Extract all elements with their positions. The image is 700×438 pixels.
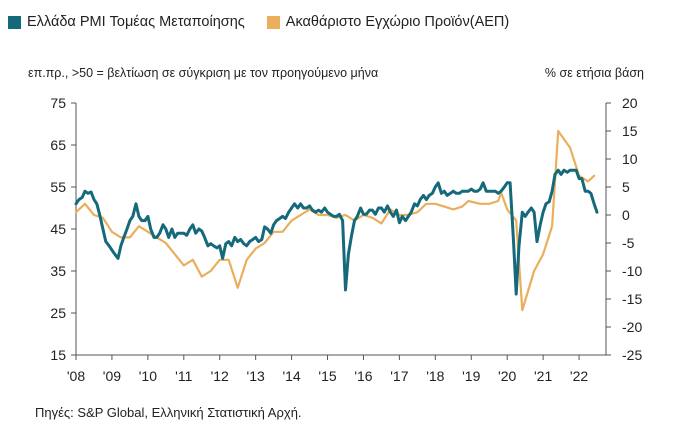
- x-tick-label: '14: [282, 368, 300, 384]
- right-tick-label: -25: [622, 347, 642, 363]
- left-tick-label: 55: [50, 179, 66, 195]
- x-tick-label: '15: [318, 368, 336, 384]
- right-tick-label: -15: [622, 291, 642, 307]
- source-note: Πηγές: S&P Global, Ελληνική Στατιστική Α…: [35, 405, 302, 420]
- left-tick-label: 75: [50, 95, 66, 111]
- right-tick-label: 20: [622, 95, 638, 111]
- right-tick-label: 0: [622, 207, 630, 223]
- x-tick-label: '17: [390, 368, 408, 384]
- right-tick-label: 15: [622, 123, 638, 139]
- left-tick-label: 65: [50, 137, 66, 153]
- x-tick-label: '08: [67, 368, 85, 384]
- right-tick-label: -5: [622, 235, 635, 251]
- legend-swatch-pmi: [8, 15, 21, 29]
- x-tick-label: '22: [570, 368, 588, 384]
- x-tick-label: '16: [354, 368, 372, 384]
- legend-label-gdp: Ακαθάριστο Εγχώριο Προϊόν(ΑΕΠ): [285, 14, 510, 30]
- x-tick-label: '09: [103, 368, 121, 384]
- left-tick-label: 35: [50, 263, 66, 279]
- legend-item-pmi: Ελλάδα PMI Τομέας Μεταποίησης: [8, 14, 245, 30]
- x-tick-label: '20: [498, 368, 516, 384]
- legend: Ελλάδα PMI Τομέας Μεταποίησης Ακαθάριστο…: [8, 14, 531, 30]
- left-tick-label: 45: [50, 221, 66, 237]
- left-axis-note: επ.πρ., >50 = βελτίωση σε σύγκριση με το…: [28, 66, 379, 80]
- left-tick-label: 25: [50, 305, 66, 321]
- x-tick-label: '12: [211, 368, 229, 384]
- x-tick-label: '19: [462, 368, 480, 384]
- x-tick-label: '13: [247, 368, 265, 384]
- right-tick-label: 5: [622, 179, 630, 195]
- right-axis-note: % σε ετήσια βάση: [544, 66, 644, 80]
- x-tick-label: '18: [426, 368, 444, 384]
- right-tick-label: -20: [622, 319, 642, 335]
- x-tick-label: '11: [175, 368, 192, 384]
- right-tick-label: 10: [622, 151, 638, 167]
- right-tick-label: -10: [622, 263, 642, 279]
- left-tick-label: 15: [50, 347, 66, 363]
- legend-swatch-gdp: [266, 15, 280, 29]
- legend-label-pmi: Ελλάδα PMI Τομέας Μεταποίησης: [27, 14, 245, 30]
- x-tick-label: '21: [534, 368, 552, 384]
- x-tick-label: '10: [139, 368, 157, 384]
- legend-item-gdp: Ακαθάριστο Εγχώριο Προϊόν(ΑΕΠ): [266, 14, 510, 30]
- series-line-pmi: [74, 168, 599, 296]
